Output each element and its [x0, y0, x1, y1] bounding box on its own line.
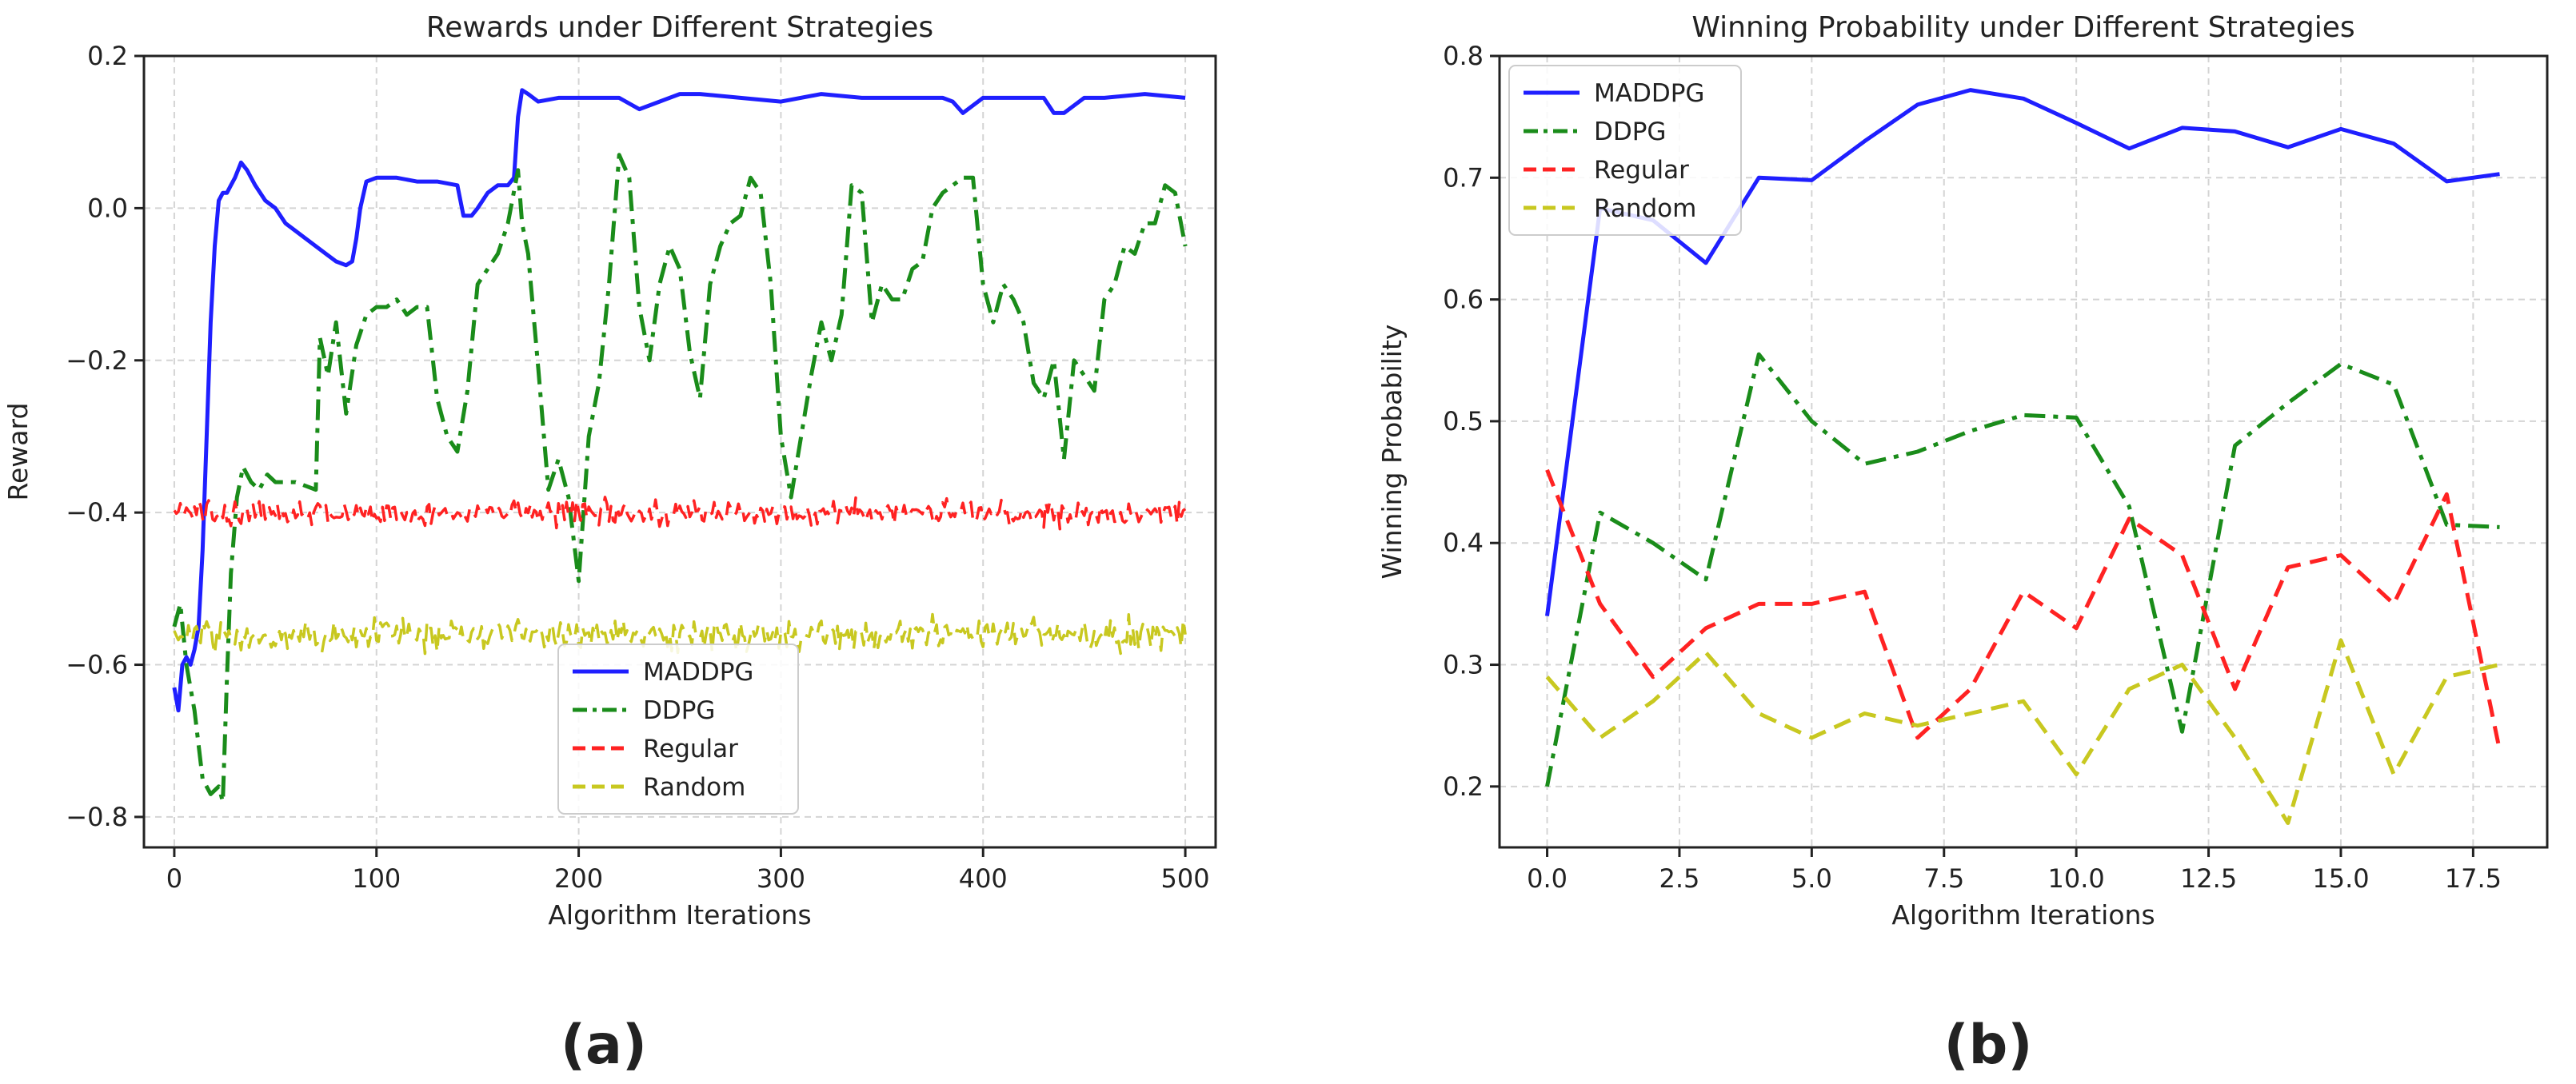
series-line-regular: [1545, 468, 2502, 751]
chart-title: Rewards under Different Strategies: [426, 11, 933, 44]
legend-label-ddpg: DDPG: [1594, 118, 1666, 146]
y-tick-label: −0.6: [66, 650, 128, 680]
x-axis-label: Algorithm Iterations: [548, 899, 811, 931]
x-tick-label: 12.5: [2180, 863, 2237, 894]
legend: MADDPG DDPG Regular Random: [1508, 65, 1742, 236]
y-tick-label: 0.5: [1443, 406, 1484, 436]
legend-label-maddpg: MADDPG: [643, 658, 753, 687]
y-tick-label: 0.4: [1443, 528, 1484, 558]
x-tick-label: 500: [1161, 863, 1210, 894]
legend-label-maddpg: MADDPG: [1594, 79, 1704, 108]
y-axis-label: Reward: [2, 403, 34, 501]
legend: MADDPG DDPG Regular Random: [557, 644, 799, 815]
chart-title: Winning Probability under Different Stra…: [1691, 11, 2354, 44]
y-tick-label: −0.2: [66, 345, 128, 376]
axes-frame: [142, 54, 1217, 849]
plot-area: [1545, 88, 2502, 825]
y-axis-label: Winning Probability: [1376, 325, 1408, 580]
x-axis-label: Algorithm Iterations: [1891, 899, 2155, 931]
x-tick-label: 400: [959, 863, 1008, 894]
legend-label-ddpg: DDPG: [643, 696, 715, 725]
x-tick-label: 100: [352, 863, 401, 894]
series-line-regular: [173, 496, 1187, 531]
y-tick-label: 0.2: [1443, 771, 1484, 802]
x-tick-label: 7.5: [1923, 863, 1964, 894]
x-tick-label: 17.5: [2445, 863, 2502, 894]
x-tick-label: 300: [757, 863, 805, 894]
legend-label-random: Random: [1594, 194, 1696, 223]
x-tick-label: 200: [554, 863, 603, 894]
y-tick-label: 0.0: [87, 193, 128, 223]
series-line-random: [173, 612, 1187, 656]
plot-area: [172, 88, 1188, 804]
y-tick-label: 0.3: [1443, 650, 1484, 680]
x-tick-label: 0.0: [1527, 863, 1568, 894]
legend-box: [557, 644, 799, 815]
series-line-maddpg: [1545, 88, 2500, 616]
series-line-ddpg: [172, 153, 1188, 804]
y-tick-label: −0.4: [66, 497, 128, 528]
x-tick-label: 0: [166, 863, 182, 894]
x-tick-label: 10.0: [2048, 863, 2105, 894]
legend-label-regular: Regular: [1594, 156, 1689, 185]
y-tick-label: −0.8: [66, 802, 128, 832]
chart-panel-a: 0 100 200 300 400 500 −0.8 −0.6 −0.4 −0.2 0.0 0.2 Re…: [2, 11, 1217, 1077]
x-tick-label: 5.0: [1791, 863, 1832, 894]
panel-label: (b): [1944, 1014, 2033, 1077]
x-tick-label: 2.5: [1659, 863, 1700, 894]
series-line-ddpg: [1545, 352, 2500, 787]
series-line-random: [1545, 638, 2501, 825]
y-tick-label: 0.7: [1443, 162, 1484, 193]
y-tick-label: 0.2: [87, 41, 128, 71]
axes-frame: [1498, 54, 2549, 849]
legend-label-random: Random: [643, 773, 745, 802]
legend-box: [1508, 65, 1742, 236]
series-line-maddpg: [172, 88, 1186, 713]
chart-panel-b: 0.0 2.5 5.0 7.5 10.0 12.5 15.0 17.5 0.2 0.3 0.4 0.5…: [1376, 11, 2549, 1077]
panel-label: (a): [561, 1014, 647, 1077]
y-tick-label: 0.8: [1443, 41, 1484, 71]
x-tick-label: 15.0: [2312, 863, 2369, 894]
legend-label-regular: Regular: [643, 735, 738, 763]
y-tick-label: 0.6: [1443, 285, 1484, 315]
